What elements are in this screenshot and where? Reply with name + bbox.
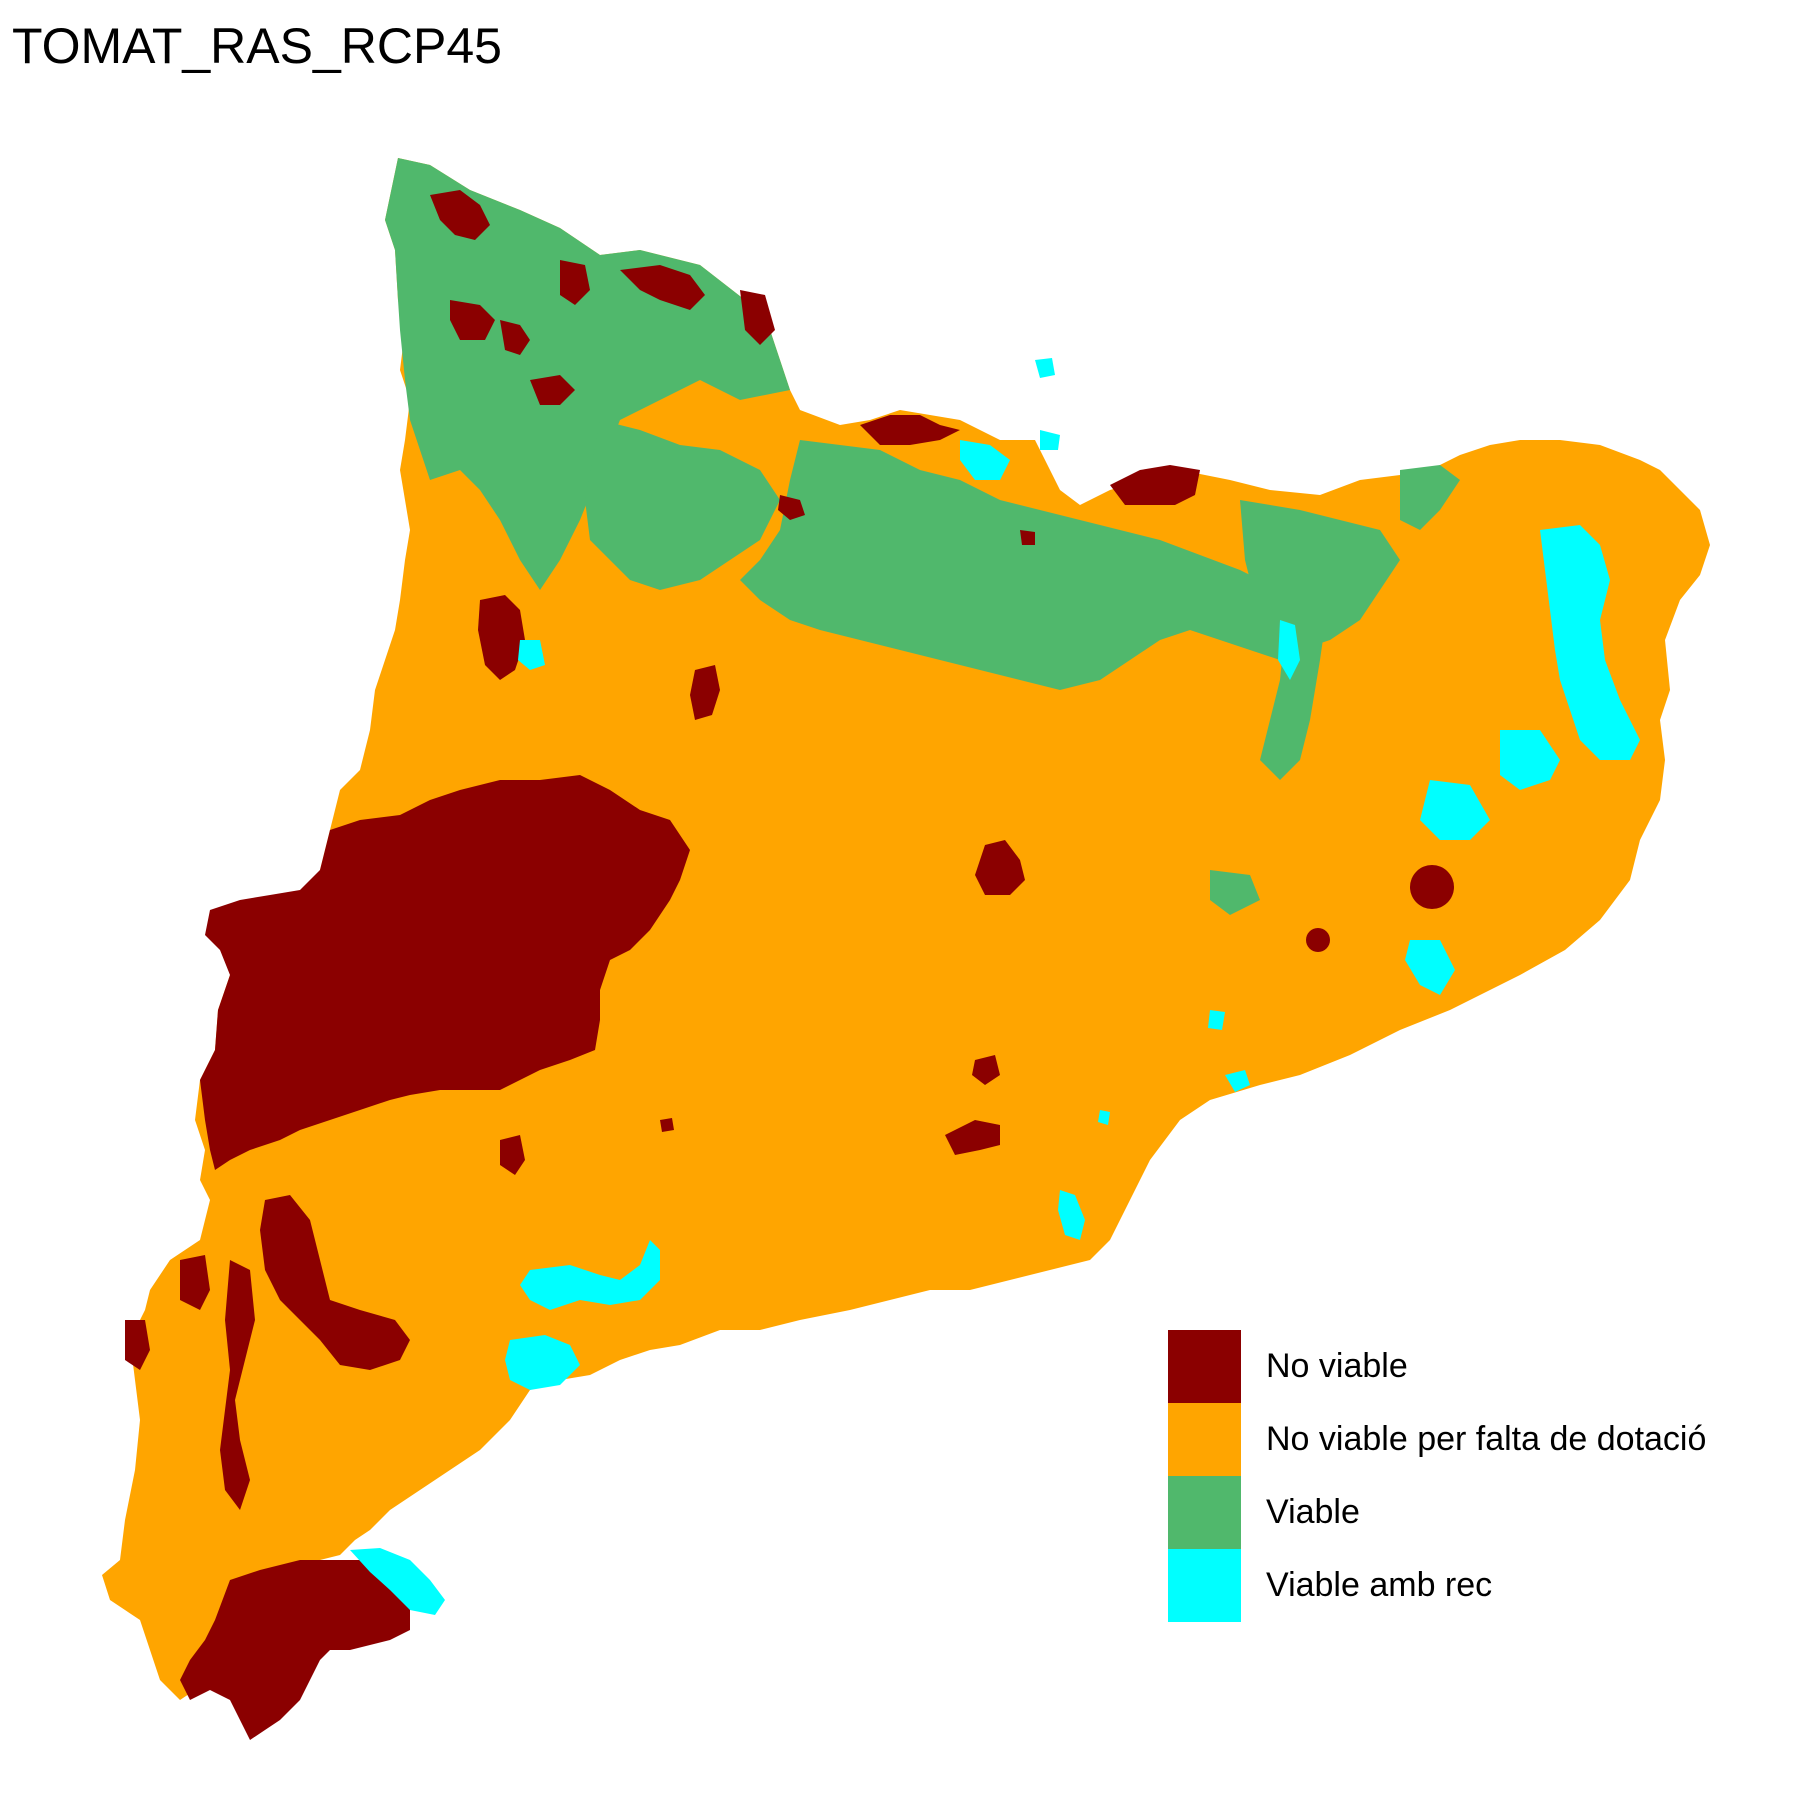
region-viable xyxy=(385,158,1460,915)
legend: No viable No viable per falta de dotació… xyxy=(1168,1330,1768,1622)
legend-item-no-viable-per-falta-de-dotacio: No viable per falta de dotació xyxy=(1168,1403,1768,1476)
legend-swatch-no-viable xyxy=(1168,1330,1241,1403)
legend-item-viable: Viable xyxy=(1168,1476,1768,1549)
legend-item-viable-amb-rec: Viable amb rec xyxy=(1168,1549,1768,1622)
region-no-viable xyxy=(125,190,1454,1740)
region-viable-amb-rec xyxy=(350,358,1640,1615)
map-title: TOMAT_RAS_RCP45 xyxy=(12,18,502,74)
legend-label-viable: Viable xyxy=(1266,1493,1360,1531)
legend-swatch-viable xyxy=(1168,1476,1241,1549)
legend-swatch-viable-amb-rec xyxy=(1168,1549,1241,1622)
legend-label-no-viable-per-falta-de-dotacio: No viable per falta de dotació xyxy=(1266,1420,1707,1458)
legend-label-viable-amb-rec: Viable amb rec xyxy=(1266,1566,1493,1604)
legend-item-no-viable: No viable xyxy=(1168,1330,1768,1403)
legend-swatch-no-viable-per-falta-de-dotacio xyxy=(1168,1403,1241,1476)
legend-label-no-viable: No viable xyxy=(1266,1347,1408,1385)
